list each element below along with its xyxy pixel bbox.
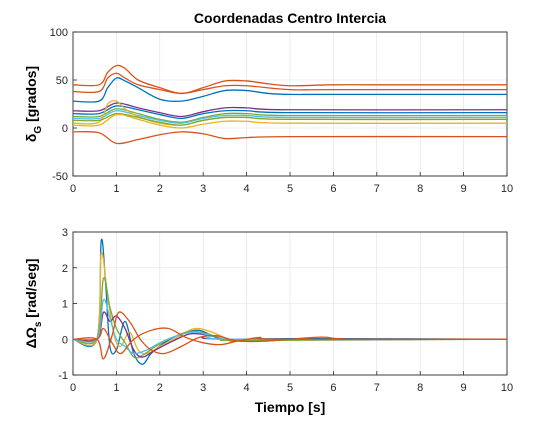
series-line-4 [73, 311, 507, 358]
x-tick-label: 8 [417, 183, 423, 195]
series-line-5 [73, 105, 507, 120]
series-line-11 [73, 131, 507, 145]
y-tick-label: -50 [52, 171, 68, 183]
x-tick-label: 9 [461, 183, 467, 195]
x-tick-label: 5 [287, 183, 293, 195]
x-tick-label: 10 [501, 382, 513, 394]
x-tick-label: 0 [70, 183, 76, 195]
y-tick-label: 2 [62, 263, 68, 275]
series-line-7 [73, 327, 507, 355]
x-tick-label: 2 [157, 183, 163, 195]
series-line-4 [73, 102, 507, 118]
series-line-7 [73, 110, 507, 124]
plot-frame [72, 231, 508, 376]
y-axis-label-subscript: s [33, 321, 44, 327]
y-axis-label: δG [grados] [23, 66, 44, 142]
x-tick-label: 7 [374, 382, 380, 394]
y-tick-label: 50 [56, 75, 68, 87]
y-tick-label: 3 [62, 227, 68, 239]
x-tick-label: 8 [417, 382, 423, 394]
x-tick-label: 1 [113, 382, 119, 394]
series-line-5 [73, 298, 507, 355]
y-axis-label-main: δ [23, 134, 39, 143]
series-line-6 [73, 108, 507, 123]
y-tick-label: 0 [62, 123, 68, 135]
x-tick-label: 3 [200, 183, 206, 195]
x-tick-label: 7 [374, 183, 380, 195]
series-line-9 [73, 112, 507, 126]
y-tick-label: 0 [62, 334, 68, 346]
y-axis-label-subscript: G [33, 126, 44, 134]
x-tick-label: 0 [70, 382, 76, 394]
chart-title: Coordenadas Centro Intercia [194, 10, 386, 26]
x-axis-label: Tiempo [s] [255, 399, 326, 415]
x-tick-label: 4 [244, 183, 250, 195]
series-line-2 [73, 72, 507, 95]
series-line-10 [73, 113, 507, 129]
y-tick-label: -1 [58, 370, 68, 382]
x-tick-label: 4 [244, 382, 250, 394]
series-group [73, 64, 507, 145]
x-tick-label: 9 [461, 382, 467, 394]
x-tick-label: 5 [287, 382, 293, 394]
series-line-3 [73, 77, 507, 103]
plot-frame [72, 31, 508, 177]
x-tick-label: 1 [113, 183, 119, 195]
x-tick-label: 6 [330, 382, 336, 394]
y-axis-label: ΔΩs [rad/seg] [23, 259, 44, 349]
series-line-3 [73, 277, 507, 359]
x-tick-label: 2 [157, 382, 163, 394]
y-tick-label: 100 [50, 27, 68, 39]
x-tick-label: 10 [501, 183, 513, 195]
y-axis-label-main: ΔΩ [23, 327, 39, 348]
y-axis-label-unit: [grados] [23, 66, 39, 126]
y-tick-label: 1 [62, 299, 68, 311]
x-tick-label: 3 [200, 382, 206, 394]
series-group [73, 238, 507, 365]
series-line-1 [73, 64, 507, 95]
x-tick-label: 6 [330, 183, 336, 195]
y-axis-label-unit: [rad/seg] [23, 259, 39, 322]
